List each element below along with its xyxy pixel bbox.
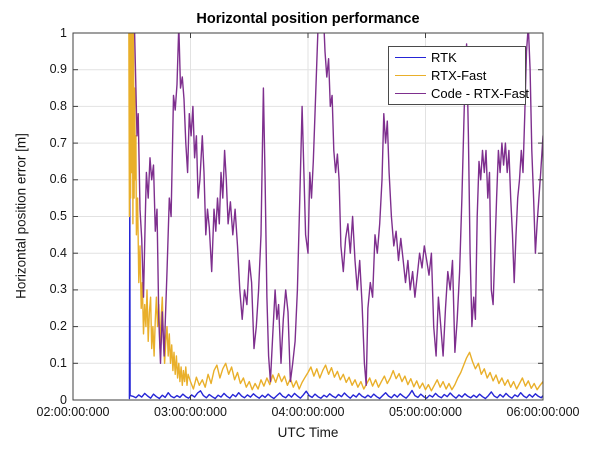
x-axis-label: UTC Time xyxy=(277,425,339,440)
y-tick-label: 0.1 xyxy=(49,355,67,370)
y-tick-label: 0.6 xyxy=(49,172,67,187)
x-tick-label: 06:00:00:000 xyxy=(506,405,580,419)
legend-entry-rtx-fast: RTX-Fast xyxy=(389,67,525,85)
x-tick-label: 05:00:00:000 xyxy=(389,405,462,419)
chart-title: Horizontal position performance xyxy=(196,11,420,27)
x-tick-label: 03:00:00:000 xyxy=(154,405,227,419)
y-tick-label: 0.3 xyxy=(49,282,67,297)
rtk-line-sample-icon xyxy=(395,56,426,58)
legend-box: RTK RTX-Fast Code - RTX-Fast xyxy=(388,46,529,105)
y-tick-label: 0.5 xyxy=(49,209,67,223)
legend-label-code-rtx-fast: Code - RTX-Fast xyxy=(431,86,530,102)
y-tick-label: 0.8 xyxy=(49,98,67,113)
legend-label-rtx-fast: RTX-Fast xyxy=(431,68,487,83)
y-tick-label: 1 xyxy=(60,25,67,40)
y-tick-label: 0.2 xyxy=(49,319,67,334)
x-tick-label: 04:00:00:000 xyxy=(271,405,345,419)
y-tick-label: 0.9 xyxy=(49,62,67,77)
rtx-fast-line-sample-icon xyxy=(395,75,426,76)
y-tick-label: 0.4 xyxy=(49,245,67,260)
x-tick-label: 02:00:00:000 xyxy=(36,405,110,419)
code-rtx-fast-line-sample-icon xyxy=(395,93,426,95)
legend-entry-code-rtx-fast: Code - RTX-Fast xyxy=(389,85,529,103)
y-tick-label: 0.7 xyxy=(49,135,67,150)
legend-label-rtk: RTK xyxy=(431,49,457,65)
y-tick-label: 0 xyxy=(60,392,67,407)
legend-entry-rtk: RTK xyxy=(389,48,525,66)
